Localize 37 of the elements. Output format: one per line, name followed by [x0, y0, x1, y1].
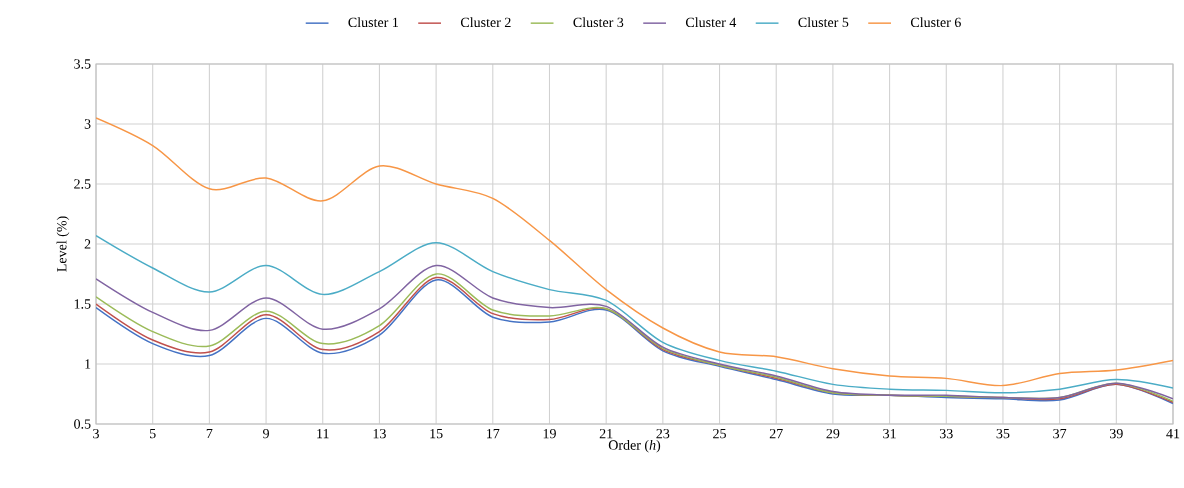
x-tick-label: 37 [1053, 428, 1067, 439]
line-series [96, 117, 1173, 387]
y-tick-label: 3 [84, 119, 91, 129]
x-tick-label: 25 [713, 428, 726, 439]
x-tick-label: 41 [1166, 428, 1180, 439]
y-tick-label: 1.5 [74, 299, 91, 309]
x-tick-label: 19 [543, 428, 556, 439]
y-tick-label: 1 [85, 359, 91, 369]
y-tick-label: 2 [84, 239, 91, 249]
x-tick-label: 9 [263, 428, 269, 439]
x-tick-label: 23 [656, 428, 670, 439]
x-tick-label: 35 [996, 428, 1010, 439]
x-tick-label: 3 [93, 428, 99, 439]
legend-label: Cluster 3 [573, 17, 624, 28]
x-tick-label: 11 [317, 428, 329, 439]
x-tick-label: 17 [487, 428, 500, 439]
x-tick-label: 5 [150, 428, 156, 439]
legend-label: Cluster 1 [348, 17, 398, 28]
x-tick-label: 39 [1109, 428, 1123, 439]
legend-label: Cluster 5 [798, 17, 849, 28]
x-tick-label: 29 [826, 428, 840, 439]
legend-label: Cluster 2 [460, 17, 511, 28]
x-tick-label: 13 [373, 428, 386, 439]
legend-label: Cluster 4 [685, 17, 737, 28]
x-tick-label: 27 [769, 428, 783, 439]
y-tick-label: 0.5 [74, 419, 91, 429]
x-axis-title: Order (h) [608, 439, 661, 453]
x-tick-label: 7 [206, 428, 213, 439]
y-axis-title: Level (%) [56, 216, 70, 272]
x-tick-label: 33 [939, 428, 953, 439]
legend-label: Cluster 6 [910, 17, 961, 28]
y-tick-label: 3.5 [74, 59, 91, 69]
x-tick-label: 15 [430, 428, 443, 439]
x-tick-label: 31 [883, 428, 896, 439]
x-tick-label: 21 [599, 428, 613, 439]
line-series [96, 234, 1173, 394]
y-tick-label: 2.5 [74, 179, 91, 189]
